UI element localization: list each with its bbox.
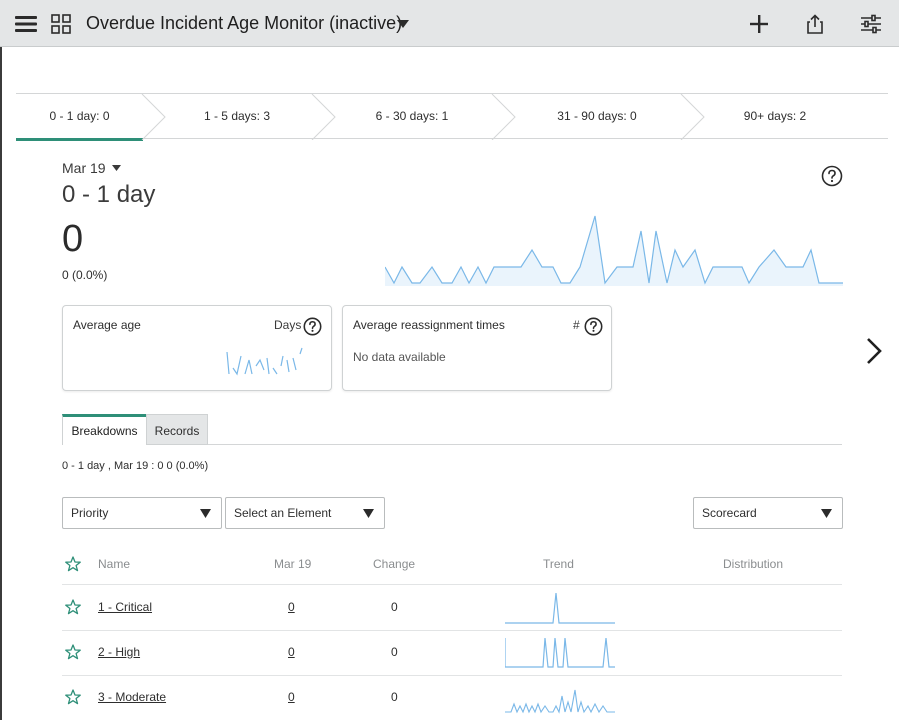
bucket-separator: [311, 94, 336, 140]
tab-records[interactable]: Records: [146, 414, 208, 445]
row-name-link[interactable]: 3 - Moderate: [98, 690, 167, 704]
column-header-name[interactable]: Name: [98, 557, 131, 571]
sliders-icon[interactable]: [858, 0, 884, 47]
chevron-down-icon: [363, 498, 374, 528]
bucket-separator: [141, 94, 166, 140]
top-header: Overdue Incident Age Monitor (inactive): [0, 0, 899, 47]
row-divider: [62, 675, 842, 676]
grid-icon[interactable]: [48, 0, 74, 47]
score-detail: 0 (0.0%): [62, 268, 108, 282]
page-title: Overdue Incident Age Monitor (inactive): [86, 13, 403, 33]
chevron-down-icon: [200, 498, 211, 528]
bucket-title: 0 - 1 day: [62, 181, 156, 208]
column-header-change[interactable]: Change: [373, 557, 416, 571]
share-icon[interactable]: [803, 0, 827, 47]
row-trend-sparkline: [505, 592, 615, 624]
row-change: 0: [391, 690, 398, 704]
help-icon[interactable]: [821, 165, 843, 192]
row-value-link[interactable]: 0: [288, 600, 295, 614]
column-header-trend: Trend: [543, 557, 574, 571]
help-icon[interactable]: [303, 317, 322, 341]
row-change: 0: [391, 645, 398, 659]
star-icon[interactable]: [65, 689, 81, 710]
element-select[interactable]: Select an Element: [225, 497, 385, 529]
column-header-date[interactable]: Mar 19: [274, 557, 312, 571]
card-title: Average reassignment times: [353, 318, 505, 332]
trend-sparkline: [385, 215, 843, 286]
tab-breakdowns[interactable]: Breakdowns: [62, 414, 147, 445]
chevron-down-icon[interactable]: [395, 0, 411, 47]
breakdown-info: 0 - 1 day , Mar 19 : 0 0 (0.0%): [62, 460, 209, 472]
row-trend-sparkline: [505, 689, 615, 714]
star-icon[interactable]: [65, 599, 81, 620]
row-divider: [62, 630, 842, 631]
element-select-value: Select an Element: [234, 506, 332, 520]
view-select-value: Scorecard: [702, 506, 757, 520]
score-value: 0: [62, 218, 84, 260]
average-reassignment-card[interactable]: Average reassignment times # No data ava…: [342, 305, 612, 391]
no-data-text: No data available: [353, 350, 446, 364]
column-header-distribution: Distribution: [723, 557, 784, 571]
breakdown-select-value: Priority: [71, 506, 109, 520]
star-icon[interactable]: [65, 644, 81, 665]
row-value-link[interactable]: 0: [288, 690, 295, 704]
card-sparkline: [226, 347, 303, 376]
card-title: Average age: [73, 318, 141, 332]
breakdown-select[interactable]: Priority: [62, 497, 222, 529]
menu-icon[interactable]: [12, 0, 40, 47]
bucket-0-1-day[interactable]: 0 - 1 day: 0: [16, 94, 143, 141]
bucket-90-plus-days[interactable]: 90+ days: 2: [743, 109, 807, 123]
caret-down-icon: [111, 165, 121, 171]
window-frame-edge: [0, 46, 2, 720]
date-label: Mar 19: [62, 160, 106, 176]
chevron-down-icon: [821, 498, 832, 528]
row-name-link[interactable]: 2 - High: [98, 645, 141, 659]
bucket-6-30-days[interactable]: 6 - 30 days: 1: [375, 109, 449, 123]
card-unit: Days: [274, 318, 302, 332]
plus-icon[interactable]: [746, 0, 772, 47]
bucket-31-90-days[interactable]: 31 - 90 days: 0: [557, 109, 637, 123]
help-icon[interactable]: [584, 317, 603, 341]
chevron-right-icon[interactable]: [864, 337, 884, 370]
date-selector[interactable]: Mar 19: [62, 160, 121, 176]
row-trend-sparkline: [505, 637, 615, 668]
tabs-divider: [62, 444, 842, 445]
row-value-link[interactable]: 0: [288, 645, 295, 659]
row-name-link[interactable]: 1 - Critical: [98, 600, 153, 614]
row-change: 0: [391, 600, 398, 614]
bucket-separator: [491, 94, 516, 140]
view-select[interactable]: Scorecard: [693, 497, 843, 529]
age-bucket-bar: 0 - 1 day: 0 1 - 5 days: 3 6 - 30 days: …: [16, 93, 888, 141]
card-unit: #: [573, 318, 580, 332]
bucket-1-5-days[interactable]: 1 - 5 days: 3: [203, 109, 271, 123]
star-icon[interactable]: [65, 556, 81, 577]
row-divider: [62, 584, 842, 585]
bucket-separator: [680, 94, 705, 140]
average-age-card[interactable]: Average age Days: [62, 305, 332, 391]
